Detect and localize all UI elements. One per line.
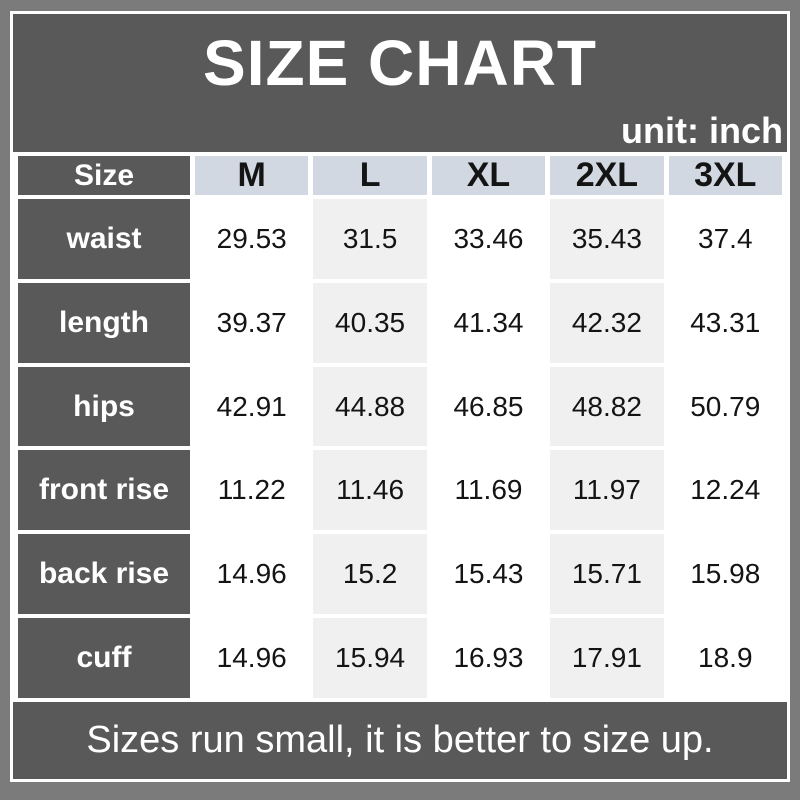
cell-value: 18.9 (668, 618, 782, 698)
chart-title: SIZE CHART (203, 27, 597, 99)
cell-value: 42.32 (550, 282, 664, 363)
cell-value: 12.24 (668, 450, 782, 531)
table-row: waist 29.53 31.5 33.46 35.43 37.4 (18, 199, 782, 279)
cell-value: 37.4 (668, 199, 782, 279)
cell-value: 11.46 (313, 450, 427, 531)
table-row: length 39.37 40.35 41.34 42.32 43.31 (18, 282, 782, 363)
cell-value: 17.91 (550, 618, 664, 698)
cell-value: 16.93 (431, 618, 546, 698)
cell-value: 15.98 (668, 534, 782, 615)
table-row: hips 42.91 44.88 46.85 48.82 50.79 (18, 366, 782, 447)
cell-value: 41.34 (431, 282, 546, 363)
cell-value: 39.37 (195, 282, 309, 363)
cell-value: 15.94 (313, 618, 427, 698)
size-table: Size M L XL 2XL 3XL waist 29.53 31.5 33.46 35.43 3… (13, 152, 787, 702)
cell-value: 31.5 (313, 199, 427, 279)
row-label-cuff: cuff (18, 618, 190, 698)
cell-value: 11.69 (431, 450, 546, 531)
col-header-l: L (313, 156, 427, 195)
corner-header-size: Size (18, 156, 190, 195)
cell-value: 48.82 (550, 366, 664, 447)
cell-value: 33.46 (431, 199, 546, 279)
footer-note: Sizes run small, it is better to size up… (13, 702, 787, 779)
table-row: back rise 14.96 15.2 15.43 15.71 15.98 (18, 534, 782, 615)
row-label-length: length (18, 282, 190, 363)
cell-value: 11.97 (550, 450, 664, 531)
row-label-back-rise: back rise (18, 534, 190, 615)
table-row: cuff 14.96 15.94 16.93 17.91 18.9 (18, 618, 782, 698)
cell-value: 40.35 (313, 282, 427, 363)
cell-value: 15.71 (550, 534, 664, 615)
row-label-front-rise: front rise (18, 450, 190, 531)
header-row: Size M L XL 2XL 3XL (18, 156, 782, 195)
col-header-xl: XL (431, 156, 546, 195)
cell-value: 15.43 (431, 534, 546, 615)
row-label-waist: waist (18, 199, 190, 279)
col-header-3xl: 3XL (668, 156, 782, 195)
cell-value: 29.53 (195, 199, 309, 279)
cell-value: 15.2 (313, 534, 427, 615)
row-label-hips: hips (18, 366, 190, 447)
col-header-m: M (195, 156, 309, 195)
cell-value: 11.22 (195, 450, 309, 531)
cell-value: 14.96 (195, 618, 309, 698)
cell-value: 35.43 (550, 199, 664, 279)
title-panel: SIZE CHART unit: inch (13, 14, 787, 152)
col-header-2xl: 2XL (550, 156, 664, 195)
cell-value: 14.96 (195, 534, 309, 615)
cell-value: 46.85 (431, 366, 546, 447)
cell-value: 42.91 (195, 366, 309, 447)
size-chart-panel: SIZE CHART unit: inch Size M L XL 2XL 3XL wai… (10, 11, 790, 782)
table-row: front rise 11.22 11.46 11.69 11.97 12.24 (18, 450, 782, 531)
cell-value: 50.79 (668, 366, 782, 447)
cell-value: 44.88 (313, 366, 427, 447)
cell-value: 43.31 (668, 282, 782, 363)
table-body: waist 29.53 31.5 33.46 35.43 37.4 length 39.37 4… (18, 199, 782, 698)
unit-label: unit: inch (621, 110, 783, 151)
